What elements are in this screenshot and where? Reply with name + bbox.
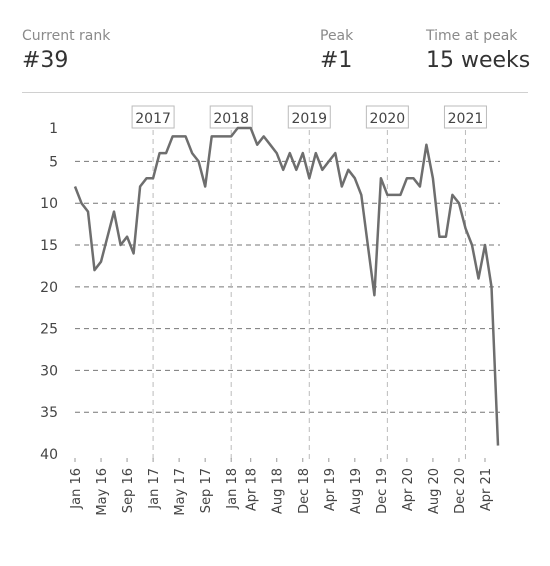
year-marker-label: 2018 [213, 111, 249, 127]
year-marker-label: 2017 [135, 111, 171, 127]
y-tick-label: 20 [40, 280, 58, 296]
stat: Time at peak 15 weeks [426, 28, 530, 73]
stat-value: #1 [320, 48, 353, 73]
x-tick-label: Apr 20 [401, 468, 416, 511]
stat: Peak #1 [320, 28, 353, 73]
y-tick-label: 35 [40, 405, 58, 421]
year-marker-box [365, 105, 409, 129]
year-marker-label: 2019 [291, 111, 327, 127]
year-marker-box [209, 105, 253, 129]
x-tick-label: Sep 17 [199, 468, 214, 513]
y-tick-label: 5 [49, 154, 58, 170]
stat: Current rank #39 [22, 28, 110, 73]
x-tick-label: Jan 18 [225, 468, 240, 510]
stat-label: Peak [320, 28, 354, 44]
stat-label: Time at peak [426, 28, 518, 44]
y-tick-label: 25 [40, 322, 58, 338]
year-marker-box [287, 105, 331, 129]
x-tick-label: Apr 19 [323, 468, 338, 511]
x-tick-label: Aug 19 [349, 468, 364, 514]
year-marker-box [443, 105, 487, 129]
y-tick-label: 1 [49, 121, 58, 137]
x-tick-label: Jan 16 [69, 468, 84, 510]
x-tick-label: May 16 [95, 468, 110, 516]
x-tick-label: Aug 20 [427, 468, 442, 514]
separator [22, 92, 528, 93]
x-tick-label: Apr 18 [245, 468, 260, 511]
y-tick-label: 30 [40, 363, 58, 379]
x-tick-label: Dec 19 [375, 468, 390, 514]
x-tick-label: Sep 16 [121, 468, 136, 513]
stat-value: #39 [22, 48, 69, 73]
x-tick-label: Dec 20 [453, 468, 468, 514]
year-marker-box [131, 105, 175, 129]
x-tick-label: Apr 21 [479, 468, 494, 511]
y-tick-label: 10 [40, 196, 58, 212]
y-tick-label: 40 [40, 447, 58, 463]
year-marker-label: 2021 [448, 111, 484, 127]
x-tick-label: Jan 17 [147, 468, 162, 510]
stat-label: Current rank [22, 28, 111, 44]
x-tick-label: Aug 18 [271, 468, 286, 514]
y-tick-label: 15 [40, 238, 58, 254]
x-tick-label: May 17 [173, 468, 188, 516]
stat-value: 15 weeks [426, 48, 531, 73]
rank-line [73, 126, 500, 446]
year-marker-label: 2020 [370, 111, 406, 127]
x-tick-label: Dec 18 [297, 468, 312, 514]
